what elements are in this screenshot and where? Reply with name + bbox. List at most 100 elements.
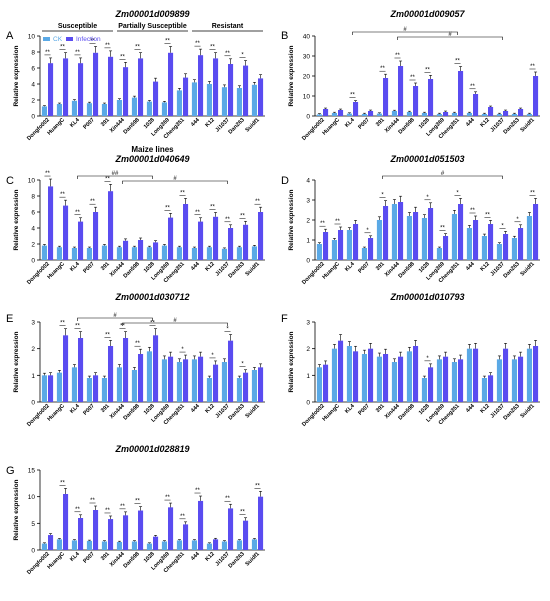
sig-mark: * [456, 190, 459, 196]
sig-mark: ** [380, 66, 385, 72]
bar-ck [526, 348, 532, 402]
bar-infection [413, 212, 419, 260]
bar-infection [183, 77, 189, 116]
y-tick-label: 1 [31, 373, 35, 380]
bar-infection [48, 186, 54, 260]
bar-ck [361, 114, 367, 116]
sig-mark: ** [135, 341, 140, 347]
bar-infection [353, 351, 359, 402]
bar-ck [481, 236, 487, 260]
y-tick-label: 2 [306, 346, 310, 353]
bar-ck [221, 541, 227, 550]
bar-ck [421, 378, 427, 402]
sig-mark: ** [90, 38, 95, 44]
x-tick-label: 1028 [143, 551, 156, 564]
bar-infection [63, 58, 69, 116]
bar-ck [191, 359, 197, 402]
bar-ck [496, 359, 502, 402]
legend-swatch-infection [66, 37, 73, 41]
sig-mark: ** [120, 324, 125, 330]
sig-mark: ** [485, 212, 490, 218]
x-tick-label: K12 [479, 403, 491, 415]
bar-ck [191, 540, 197, 550]
comparison-mark: ## [112, 171, 119, 177]
panel-letter: A [6, 30, 14, 42]
bar-ck [86, 540, 92, 550]
x-tick-label: 391 [100, 261, 111, 272]
bar-infection [198, 500, 204, 550]
bar-infection [338, 340, 344, 402]
bar-infection [168, 507, 174, 550]
y-tick-label: 0 [306, 114, 310, 121]
sig-mark: ** [105, 332, 110, 338]
panel-d: D Zm00001d051503 0 1 2 3 4 Relative expression *… [281, 154, 540, 286]
x-tick-label: 444 [190, 261, 201, 272]
x-tick-label: Dongfo002 [26, 117, 51, 142]
bar-ck [526, 114, 532, 116]
bar-ck [451, 362, 457, 402]
y-tick-label: 1 [306, 373, 310, 380]
bar-ck [116, 100, 122, 116]
bar-ck [131, 247, 137, 260]
bar-infection [213, 364, 219, 402]
y-tick-label: 3 [31, 320, 35, 327]
bar-ck [176, 90, 182, 116]
bar-infection [168, 356, 174, 402]
bar-infection [443, 112, 449, 116]
x-tick-label: K12 [204, 403, 216, 415]
panel-c: C Zm00001d040649 0 2 4 6 8 10 Relative expressio… [6, 154, 265, 286]
bar-infection [258, 212, 264, 260]
bar-infection [533, 346, 539, 402]
sig-mark: ** [320, 221, 325, 227]
bar-infection [533, 204, 539, 260]
x-tick-label: 444 [190, 117, 201, 128]
x-tick-label: KL4 [344, 117, 356, 129]
bar-ck [116, 367, 122, 402]
y-tick-label: 4 [31, 226, 35, 233]
bar-infection [398, 356, 404, 402]
y-tick-label: 10 [28, 178, 36, 185]
sig-mark: ** [410, 75, 415, 81]
y-tick-label: 1 [306, 238, 310, 245]
bar-infection [198, 356, 204, 402]
sig-mark: ** [255, 483, 260, 489]
x-tick-label: 391 [375, 403, 386, 414]
bar-infection [533, 76, 539, 116]
sig-mark: * [426, 195, 429, 201]
bar-ck [236, 378, 242, 402]
bar-ck [206, 378, 212, 402]
bar-infection [183, 524, 189, 550]
bar-ck [391, 111, 397, 116]
x-tick-label: Dan263 [228, 117, 246, 135]
sig-mark: ** [60, 192, 65, 198]
panel-b: B Zm00001d009057 0 10 20 30 40 Relative express… [281, 9, 540, 142]
y-axis-label: Relative expression [13, 189, 20, 250]
bar-ck [251, 370, 257, 402]
bar-infection [258, 367, 264, 402]
bar-ck [451, 113, 457, 116]
comparison-mark: # [113, 313, 117, 319]
bar-ck [511, 238, 517, 260]
y-tick-label: 0 [31, 114, 35, 121]
bar-ck [406, 216, 412, 260]
bar-ck [146, 351, 152, 402]
x-tick-label: Dan263 [503, 117, 521, 135]
y-axis-label: Relative expression [288, 45, 295, 106]
chart-title: Zm00001d010793 [389, 292, 464, 302]
bar-infection [413, 86, 419, 116]
bar-infection [213, 58, 219, 116]
x-tick-label: KL4 [69, 551, 81, 563]
y-tick-label: 5 [31, 521, 35, 528]
bar-ck [131, 97, 137, 116]
group-label: Resistant [212, 23, 244, 30]
y-axis-label: Relative expression [13, 331, 20, 392]
sig-mark: * [226, 327, 229, 333]
bar-ck [466, 348, 472, 402]
x-tick-label: P007 [357, 117, 370, 130]
sig-mark: ** [470, 84, 475, 90]
bar-ck [376, 356, 382, 402]
bar-ck [86, 248, 92, 260]
x-axis-label: Maize lines [131, 145, 174, 154]
bar-ck [191, 248, 197, 260]
x-tick-label: K12 [204, 117, 216, 129]
